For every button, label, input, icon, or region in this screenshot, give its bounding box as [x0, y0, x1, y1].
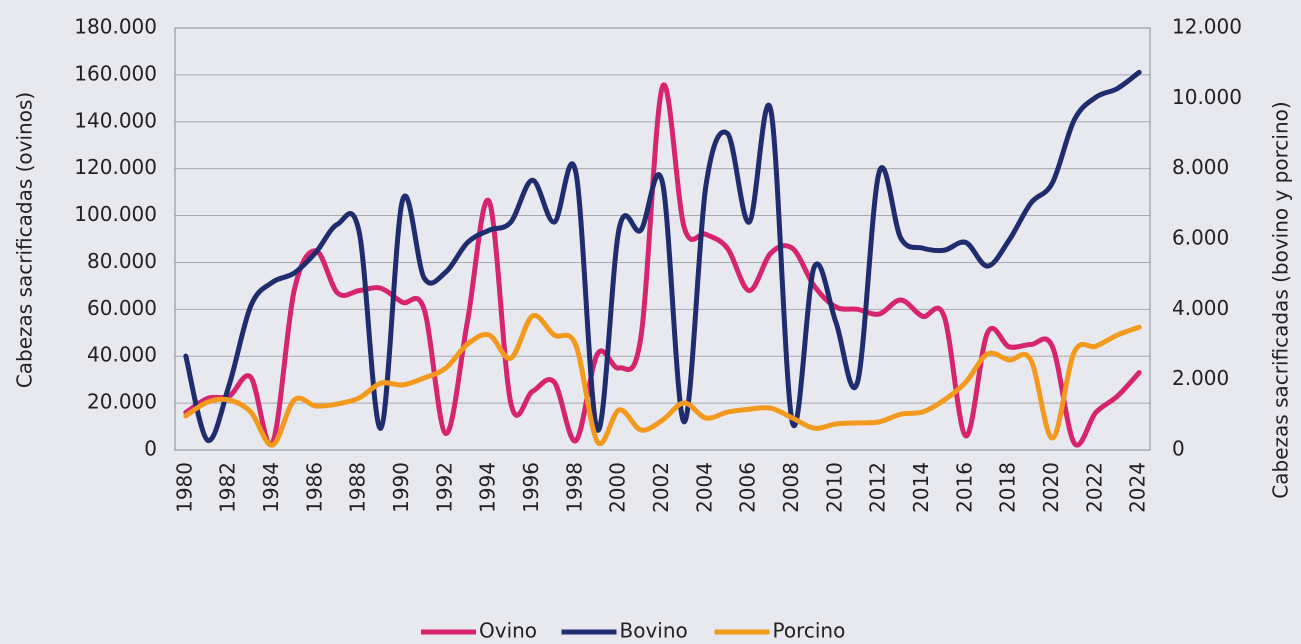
x-tick-label: 1986 [302, 462, 326, 513]
x-tick-label: 2024 [1126, 462, 1150, 513]
y2-tick-label: 8.000 [1172, 155, 1229, 179]
y2-tick-label: 10.000 [1172, 85, 1242, 109]
x-tick-label: 2014 [909, 462, 933, 513]
x-tick-label: 2008 [779, 462, 803, 513]
x-tick-label: 2002 [649, 462, 673, 513]
x-tick-label: 2016 [952, 462, 976, 513]
series-line [183, 69, 1142, 443]
x-tick-label: 1996 [519, 462, 543, 513]
x-tick-label: 2020 [1039, 462, 1063, 513]
y2-tick-label: 12.000 [1172, 15, 1242, 39]
series-line [183, 82, 1142, 448]
y-tick-label: 100.000 [74, 202, 157, 226]
x-tick-label: 1998 [562, 462, 586, 513]
y-tick-label: 160.000 [74, 61, 157, 85]
x-tick-label: 2004 [692, 462, 716, 513]
y2-axis-label: Cabezas sacrificadas (bovino y porcino) [1269, 101, 1293, 498]
x-tick-label: 2010 [822, 462, 846, 513]
legend-label: Ovino [479, 619, 537, 643]
series-line [183, 313, 1142, 448]
x-tick-label: 1984 [259, 462, 283, 513]
y2-tick-label: 4.000 [1172, 296, 1229, 320]
y-tick-label: 80.000 [87, 249, 157, 273]
x-tick-label: 2006 [736, 462, 760, 513]
x-tick-label: 1982 [216, 462, 240, 513]
legend-label: Porcino [773, 619, 846, 643]
y-tick-label: 40.000 [87, 343, 157, 367]
plot-frame [174, 27, 1151, 451]
x-tick-label: 1988 [346, 462, 370, 513]
x-tick-label: 1990 [389, 462, 413, 513]
x-tick-label: 2000 [606, 462, 630, 513]
y-tick-label: 120.000 [74, 155, 157, 179]
y-tick-label: 20.000 [87, 390, 157, 414]
y-tick-label: 60.000 [87, 296, 157, 320]
x-tick-label: 2018 [996, 462, 1020, 513]
y-tick-label: 0 [144, 437, 157, 461]
y-tick-label: 140.000 [74, 108, 157, 132]
x-tick-label: 1994 [476, 462, 500, 513]
y-tick-label: 180.000 [74, 15, 157, 39]
y2-tick-label: 2.000 [1172, 366, 1229, 390]
x-tick-label: 2012 [866, 462, 890, 513]
y2-tick-label: 6.000 [1172, 226, 1229, 250]
x-tick-label: 1980 [172, 462, 196, 513]
x-tick-label: 1992 [432, 462, 456, 513]
y-axis-label: Cabezas sacrificadas (ovinos) [13, 92, 37, 388]
y2-tick-label: 0 [1172, 437, 1185, 461]
x-tick-label: 2022 [1082, 462, 1106, 513]
legend-label: Bovino [620, 619, 688, 643]
